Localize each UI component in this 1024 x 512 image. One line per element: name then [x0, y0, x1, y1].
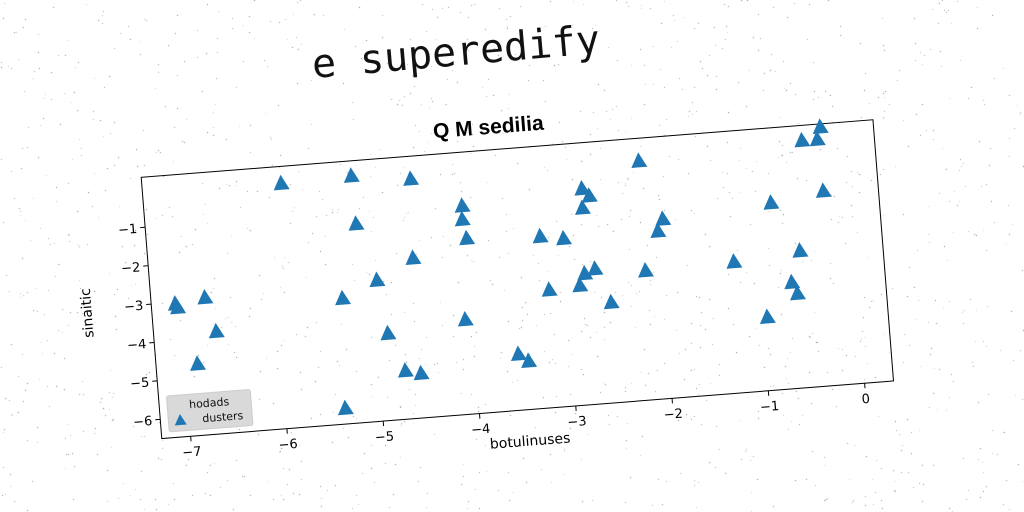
- data-point-marker: [726, 253, 743, 269]
- data-point-marker: [556, 229, 573, 246]
- data-point-marker: [337, 399, 354, 416]
- x-tick-label: −5: [374, 429, 394, 445]
- data-point-marker: [459, 229, 476, 246]
- legend: hodads dusters: [166, 389, 254, 433]
- data-point-marker: [794, 131, 811, 148]
- chart-title: Q M sedilia: [432, 112, 545, 144]
- data-point-marker: [532, 227, 549, 244]
- data-point-marker: [581, 187, 598, 203]
- data-point-marker: [273, 174, 290, 191]
- data-point-marker: [413, 364, 430, 381]
- data-point-marker: [521, 352, 538, 368]
- data-point-marker: [208, 322, 225, 339]
- data-point-marker: [335, 289, 352, 306]
- x-tick-label: −3: [567, 414, 587, 430]
- y-tick-label: −1: [118, 222, 138, 238]
- data-point-marker: [572, 276, 589, 293]
- y-tick-label: −3: [124, 299, 144, 315]
- x-axis: −7 −6 −5 −4 −3 −2 −1 0: [182, 383, 871, 461]
- chart-group: Q M sedilia −7 −6 −5 −4 −3 −2 −1 0 −1 −2 −3 −4 −5 −6…: [78, 112, 895, 461]
- data-point-marker: [369, 271, 386, 288]
- y-axis-label: sinaitic: [78, 288, 98, 339]
- data-point-marker: [812, 118, 829, 134]
- data-point-marker: [603, 293, 620, 310]
- data-point-marker: [574, 180, 591, 196]
- y-axis: −1 −2 −3 −4 −5 −6: [118, 222, 161, 430]
- data-point-marker: [343, 167, 360, 183]
- data-point-marker: [380, 324, 397, 341]
- legend-box: [166, 389, 254, 433]
- data-point-marker: [587, 260, 604, 276]
- data-point-marker: [397, 362, 414, 378]
- x-tick-label: 0: [861, 392, 870, 408]
- data-point-marker: [454, 210, 471, 227]
- data-point-marker: [403, 170, 420, 186]
- legend-series-label: dusters: [202, 409, 244, 425]
- data-point-marker: [577, 264, 594, 281]
- y-tick-label: −4: [127, 337, 147, 353]
- data-point-marker: [784, 273, 801, 290]
- data-point-marker: [541, 281, 558, 297]
- data-point-marker: [790, 284, 806, 301]
- x-tick-label: −1: [759, 399, 779, 415]
- data-point-marker: [574, 199, 591, 215]
- data-point-marker: [170, 298, 187, 315]
- data-point-marker: [348, 215, 365, 231]
- y-tick-label: −6: [133, 414, 153, 430]
- data-point-marker: [454, 197, 471, 213]
- data-point-marker: [763, 194, 780, 210]
- x-tick-label: −4: [471, 422, 491, 438]
- data-point-marker: [638, 262, 655, 278]
- data-point-marker: [631, 152, 648, 168]
- data-point-marker: [510, 345, 527, 362]
- data-point-marker: [457, 310, 474, 327]
- x-axis-label: botulinuses: [489, 431, 571, 453]
- data-point-marker: [405, 249, 422, 265]
- data-point-marker: [815, 182, 832, 198]
- data-point-marker: [650, 222, 667, 238]
- y-tick-label: −2: [121, 260, 141, 276]
- x-tick-label: −2: [663, 407, 683, 423]
- data-points: [167, 118, 832, 416]
- legend-marker-icon: [174, 414, 187, 426]
- data-point-marker: [792, 242, 809, 258]
- data-point-marker: [655, 210, 672, 226]
- plot-area: [140, 119, 895, 440]
- x-tick-label: −7: [182, 444, 202, 460]
- data-point-marker: [809, 130, 826, 147]
- data-point-marker: [197, 288, 214, 305]
- x-tick-label: −6: [278, 437, 298, 453]
- legend-title: hodads: [189, 395, 230, 411]
- y-tick-label: −5: [130, 376, 150, 392]
- data-point-marker: [190, 355, 207, 371]
- data-point-marker: [759, 308, 776, 325]
